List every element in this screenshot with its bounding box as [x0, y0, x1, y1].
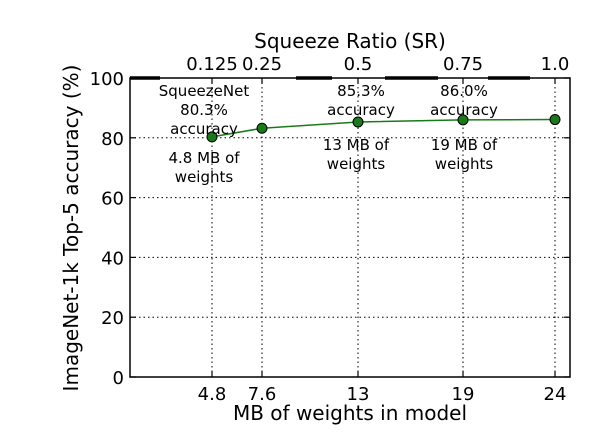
y-tick-label: 0	[113, 368, 124, 389]
data-point	[352, 116, 364, 128]
y-axis-label: ImageNet-1k Top-5 accuracy (%)	[59, 65, 83, 392]
annotation-text: 19 MB of	[431, 136, 498, 154]
data-point	[206, 131, 218, 143]
data-point	[457, 114, 469, 126]
annotation-text: 86.0%	[440, 82, 488, 100]
annotation-text: 85.3%	[337, 82, 385, 100]
x-tick-label: 4.8	[198, 384, 227, 405]
annotation-text: accuracy	[327, 101, 395, 119]
plot-frame	[129, 77, 571, 378]
annotation-text: 4.8 MB of	[168, 149, 240, 167]
ticks: 4.8 7.6 13 19 24 0.125 0.25 0.5 0.75 1.0 0 20 40 60 80…	[90, 54, 570, 405]
x-tick-label: 24	[544, 384, 567, 405]
annotation-text: 13 MB of	[323, 136, 390, 154]
series	[206, 114, 561, 143]
top-tick-label: 0.75	[443, 54, 483, 75]
y-tick-label: 100	[90, 69, 124, 90]
x-tick-label: 7.6	[248, 384, 277, 405]
top-axis-label: Squeeze Ratio (SR)	[254, 29, 446, 53]
annotation-text: accuracy	[430, 101, 498, 119]
y-tick-label: 40	[101, 248, 124, 269]
top-tick-label: 0.25	[242, 54, 282, 75]
annotation-text: 80.3%	[180, 101, 228, 119]
y-tick-label: 60	[101, 189, 124, 210]
x-tick-label: 13	[347, 384, 370, 405]
annotation-text: SqueezeNet	[159, 82, 250, 100]
x-tick-label: 19	[452, 384, 475, 405]
top-tick-label: 1.0	[541, 54, 570, 75]
x-axis-label: MB of weights in model	[233, 401, 467, 425]
annotation-text: weights	[435, 155, 494, 173]
data-point	[549, 114, 561, 126]
annotation-text: accuracy	[170, 120, 238, 138]
top-tick-label: 0.5	[344, 54, 373, 75]
annotation-text: weights	[327, 155, 386, 173]
data-point	[256, 122, 268, 134]
y-tick-label: 80	[101, 129, 124, 150]
top-tick-label: 0.125	[186, 54, 238, 75]
annotation-text: weights	[175, 168, 234, 186]
y-tick-label: 20	[101, 308, 124, 329]
